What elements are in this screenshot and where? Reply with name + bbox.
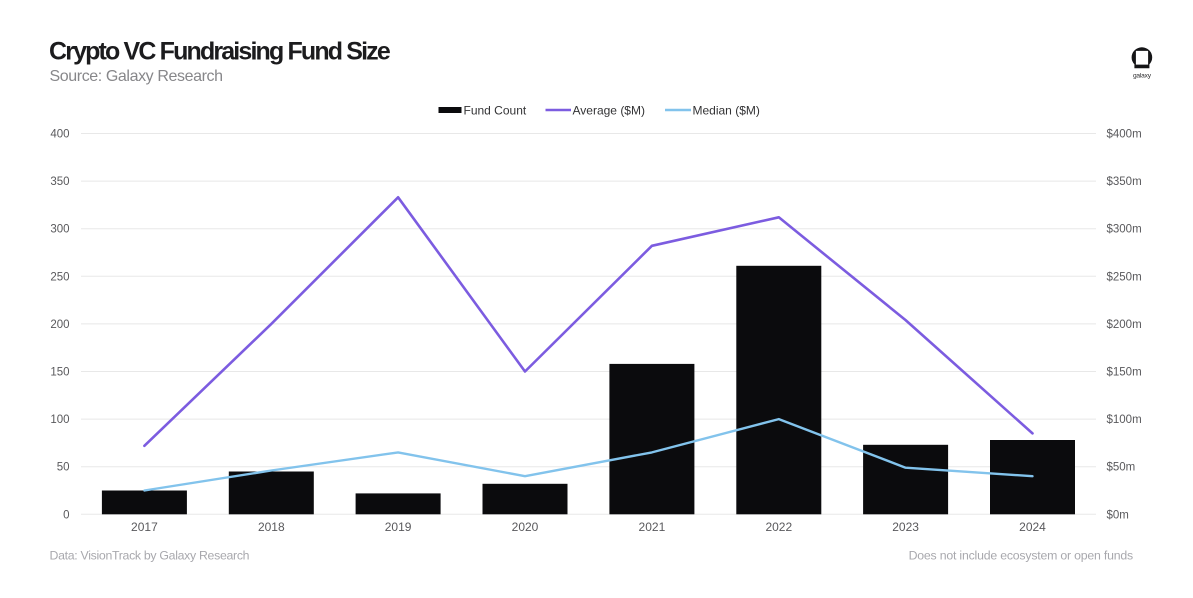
svg-text:2022: 2022	[765, 520, 792, 534]
svg-text:Median ($M): Median ($M)	[693, 104, 760, 118]
svg-text:$250m: $250m	[1107, 271, 1142, 283]
svg-text:400: 400	[50, 129, 69, 141]
svg-text:Source: Galaxy Research: Source: Galaxy Research	[50, 68, 223, 85]
svg-text:2021: 2021	[639, 520, 666, 534]
svg-text:2020: 2020	[512, 520, 539, 534]
svg-text:150: 150	[50, 367, 69, 379]
svg-text:350: 350	[50, 176, 69, 188]
svg-text:300: 300	[50, 224, 69, 236]
svg-text:2023: 2023	[892, 520, 919, 534]
svg-text:Average ($M): Average ($M)	[573, 104, 645, 118]
svg-text:Data: VisionTrack by Galaxy Re: Data: VisionTrack by Galaxy Research	[50, 549, 250, 563]
svg-text:$150m: $150m	[1107, 367, 1142, 379]
svg-text:$50m: $50m	[1107, 462, 1136, 474]
svg-text:250: 250	[50, 271, 69, 283]
svg-text:Crypto VC Fundraising Fund Siz: Crypto VC Fundraising Fund Size	[49, 38, 391, 66]
svg-text:$350m: $350m	[1107, 176, 1142, 188]
svg-text:$200m: $200m	[1107, 319, 1142, 331]
svg-text:$300m: $300m	[1107, 224, 1142, 236]
svg-text:$0m: $0m	[1107, 509, 1129, 521]
svg-text:100: 100	[50, 414, 69, 426]
svg-text:Fund Count: Fund Count	[464, 104, 527, 118]
svg-text:Does not include ecosystem or: Does not include ecosystem or open funds	[909, 549, 1133, 563]
svg-text:$400m: $400m	[1107, 129, 1142, 141]
svg-text:2018: 2018	[258, 520, 285, 534]
svg-text:200: 200	[50, 319, 69, 331]
svg-text:0: 0	[63, 509, 69, 521]
svg-text:$100m: $100m	[1107, 414, 1142, 426]
svg-text:2017: 2017	[131, 520, 158, 534]
svg-text:2024: 2024	[1019, 520, 1046, 534]
svg-text:2019: 2019	[385, 520, 412, 534]
svg-text:galaxy: galaxy	[1133, 72, 1152, 79]
svg-text:50: 50	[57, 462, 70, 474]
